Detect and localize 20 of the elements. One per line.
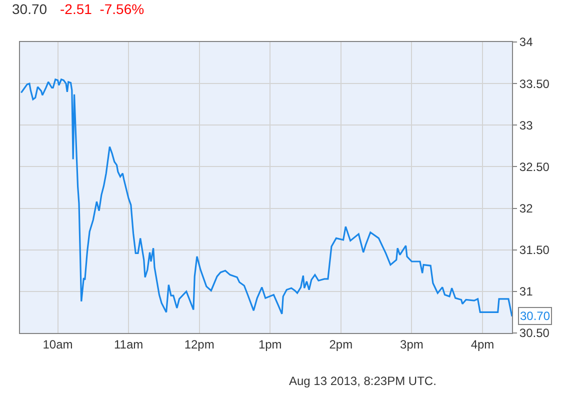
chart-subtitle: -2.51 -7.56%	[60, 1, 144, 17]
x-tick-label: 3pm	[400, 337, 424, 352]
line-series	[20, 78, 512, 318]
y-tick-label: 32.50	[519, 160, 550, 174]
annotation: 30.70	[520, 309, 550, 323]
x-tick-label: 1pm	[258, 337, 282, 352]
y-tick-label: 30.50	[519, 326, 550, 340]
x-tick-label: 12pm	[184, 337, 214, 352]
x-tick-label: 10am	[42, 337, 73, 352]
y-tick-label: 34	[519, 35, 534, 50]
chart-title: 30.70	[12, 1, 48, 17]
y-tick-label: 33	[519, 118, 534, 132]
x-tick-label: 11am	[114, 337, 144, 352]
y-tick-label: 31	[519, 284, 534, 299]
x-tick-label: 4pm	[470, 337, 494, 352]
y-tick-label: 33.50	[519, 76, 550, 91]
text: Aug 13 2013, 8:23PM UTC.	[289, 374, 436, 388]
y-tick-label: 32	[519, 201, 534, 216]
y-tick-label: 31.50	[519, 243, 550, 258]
x-tick-label: 2pm	[329, 337, 353, 352]
